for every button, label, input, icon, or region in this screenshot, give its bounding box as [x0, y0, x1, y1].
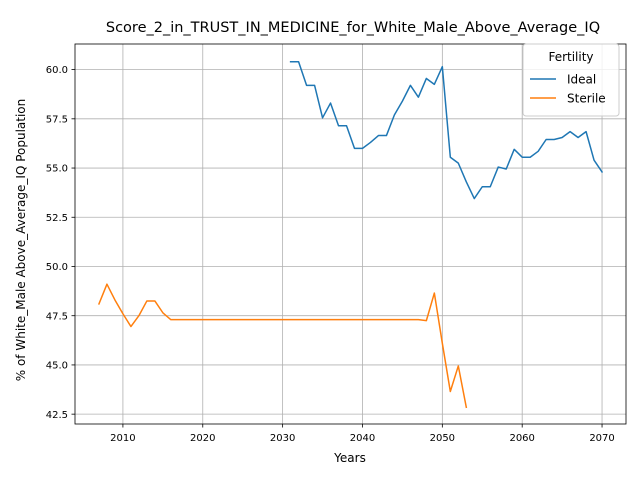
legend-sterile-label: Sterile — [567, 92, 606, 106]
x-axis-ticks: 2010 2020 2030 2040 2050 2060 2070 — [110, 424, 615, 444]
y-axis-ticks: 42.5 45.0 47.5 50.0 52.5 55.0 57.5 60.0 — [46, 65, 75, 421]
y-tick-label: 47.5 — [46, 311, 68, 322]
x-tick-label: 2070 — [589, 433, 614, 444]
x-tick-label: 2020 — [190, 433, 215, 444]
x-axis-label: Years — [333, 451, 366, 465]
legend: Fertility Ideal Sterile — [522, 43, 620, 117]
grid-lines — [75, 44, 626, 424]
x-tick-label: 2010 — [110, 433, 135, 444]
x-tick-label: 2060 — [509, 433, 534, 444]
x-tick-label: 2040 — [350, 433, 375, 444]
y-tick-label: 60.0 — [46, 65, 68, 76]
series-line-ideal — [289, 60, 604, 200]
series-lines — [97, 60, 604, 409]
y-tick-label: 55.0 — [46, 164, 68, 175]
x-tick-label: 2050 — [430, 433, 455, 444]
y-tick-label: 42.5 — [46, 410, 68, 421]
y-axis-label: % of White_Male Above_Average_IQ Populat… — [14, 99, 28, 382]
chart-title: Score_2_in_TRUST_IN_MEDICINE_for_White_M… — [106, 20, 600, 36]
x-tick-label: 2030 — [270, 433, 295, 444]
legend-ideal-label: Ideal — [567, 73, 596, 87]
legend-title: Fertility — [548, 50, 593, 64]
y-tick-label: 50.0 — [46, 262, 68, 273]
y-tick-label: 45.0 — [46, 361, 68, 372]
y-tick-label: 57.5 — [46, 114, 68, 125]
plot-area-frame — [74, 43, 627, 425]
y-tick-label: 52.5 — [46, 213, 68, 224]
series-line-sterile — [97, 283, 468, 409]
